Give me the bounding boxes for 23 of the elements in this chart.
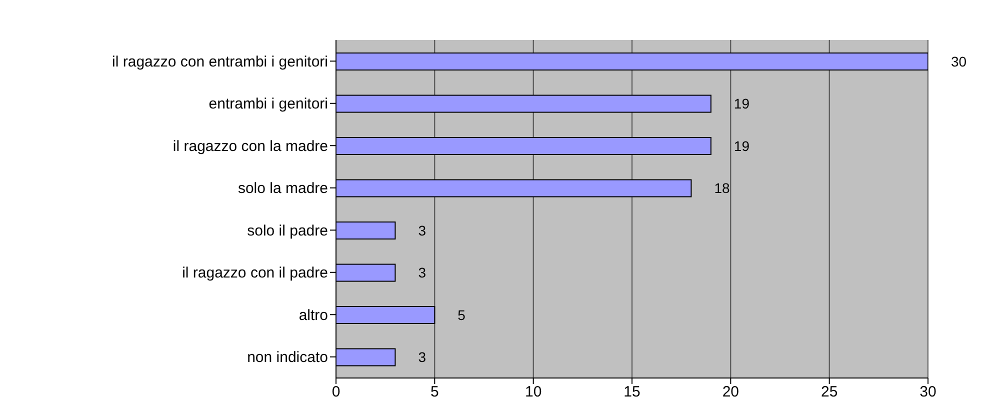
data-label: 3 (418, 222, 426, 238)
x-tick-label: 30 (920, 384, 936, 401)
y-tick-label: non indicato (247, 349, 328, 366)
y-tick-label: solo il padre (247, 222, 328, 240)
y-tick-label: il ragazzo con la madre (172, 138, 328, 155)
y-tick-label: il ragazzo con il padre (182, 264, 328, 282)
data-label: 3 (418, 264, 426, 281)
y-tick-label: il ragazzo con entrambi i genitori (112, 53, 328, 70)
y-tick-label: altro (298, 306, 328, 324)
x-tick-label: 25 (820, 384, 838, 401)
x-tick-label: 0 (332, 384, 340, 401)
data-label: 5 (458, 306, 466, 323)
data-label: 19 (734, 96, 750, 112)
x-tick-label: 10 (524, 384, 542, 401)
data-label: 18 (714, 180, 730, 196)
data-label: 3 (418, 349, 426, 366)
x-tick-label: 5 (430, 384, 439, 401)
y-tick-label: entrambi i genitori (208, 96, 328, 113)
y-tick-label: solo la madre (238, 180, 328, 198)
x-tick-label: 20 (722, 384, 740, 401)
data-label: 19 (734, 138, 750, 154)
data-label: 30 (951, 53, 967, 70)
x-tick-label: 15 (624, 384, 640, 401)
